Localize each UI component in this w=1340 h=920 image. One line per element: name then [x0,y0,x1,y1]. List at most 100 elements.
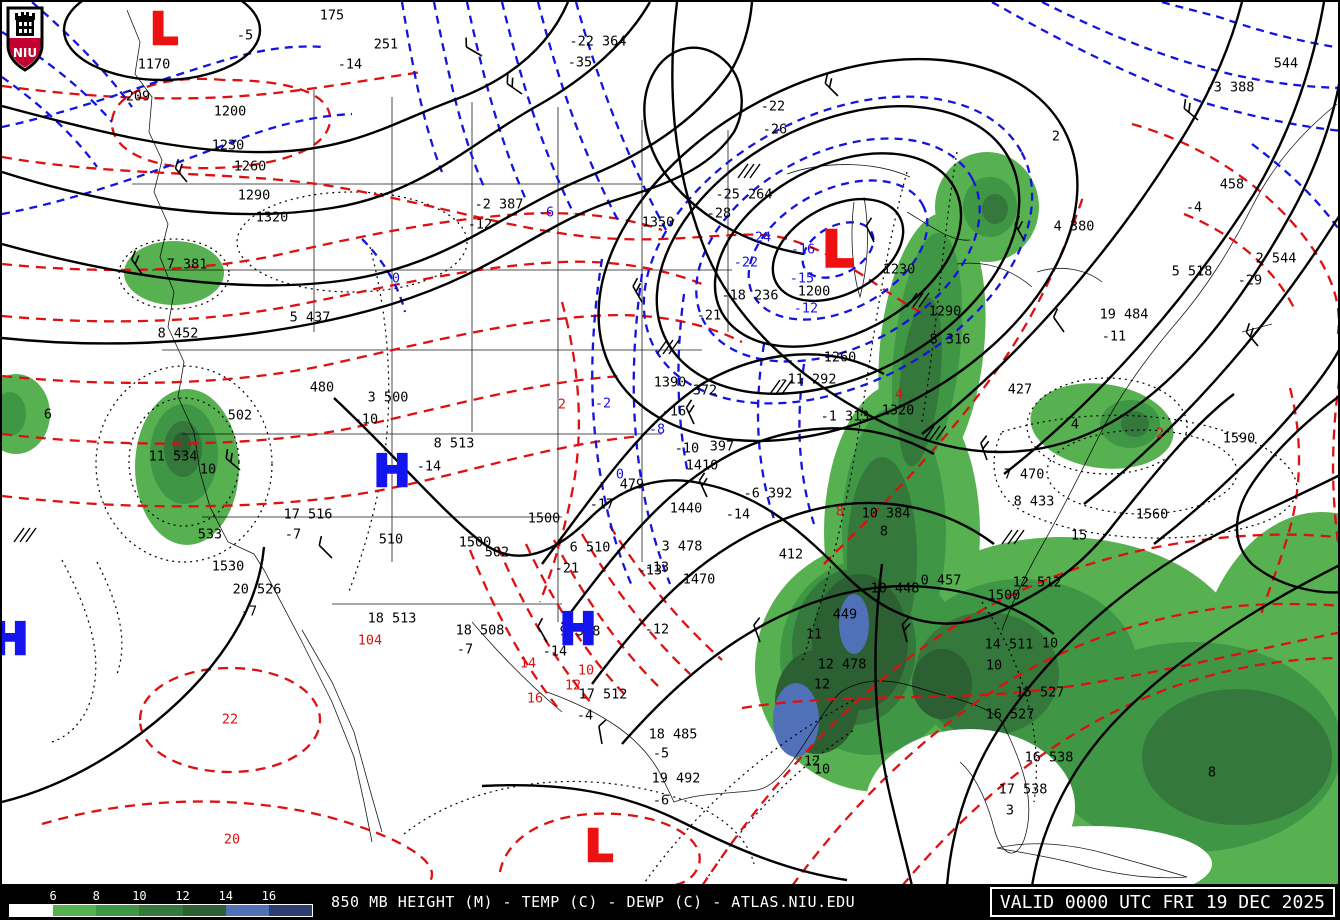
contour-label: 18 513 [367,610,417,627]
contour-label: 12 512 [1012,574,1062,591]
contour-label: 15 527 [1015,684,1065,701]
contour-label: 397 [709,438,735,455]
contour-label: 8 513 [433,435,475,452]
niu-shield-icon: NIU [6,6,44,72]
contour-label: 10 448 [870,580,920,597]
contour-label: -25 264 [715,186,773,203]
contour-label: 1500 [987,587,1021,604]
pressure-center-L: L [821,220,855,279]
contour-label: 7 381 [166,256,208,273]
contour-label-layer: 175 -5 251 -14 1170 209 1200 1230 1260 1290 1320 -2… [2,2,1338,884]
contour-label: 11 [805,626,823,643]
contour-label: 3 [1005,802,1015,819]
contour-label: 16 538 [1024,749,1074,766]
contour-label: 1320 [255,209,289,226]
contour-map-svg [2,2,1338,884]
contour-label: 1260 [823,349,857,366]
contour-label: -22 364 [569,33,627,50]
legend-segment [139,905,183,916]
contour-label: 458 [1219,176,1245,193]
contour-label: 412 [778,546,804,563]
contour-label: 11 534 [148,448,198,465]
contour-label: 18 485 [648,726,698,743]
contour-label: -14 [542,643,568,660]
contour-label: -15 [789,270,815,287]
legend-segment [96,905,140,916]
contour-label: -13 [644,559,670,576]
legend-tick-label: 6 [49,889,57,903]
contour-label: -14 [416,458,442,475]
contour-label: -26 [762,121,788,138]
contour-label: 14 511 [984,636,1034,653]
contour-label: 4 [894,386,904,403]
contour-label: 17 512 [578,686,628,703]
contour-label: 209 [125,88,151,105]
niu-logo: NIU [6,6,44,72]
contour-label: -21 [554,560,580,577]
contour-label: 1500 [458,534,492,551]
contour-label: 251 [373,36,399,53]
contour-label: 20 [223,831,241,848]
contour-label: -13 [637,562,663,579]
contour-label: 15 [1070,527,1088,544]
valid-time-text: VALID 0000 UTC FRI 19 DEC 2025 [999,891,1325,913]
contour-label: 1200 [797,283,831,300]
legend-segment [10,905,54,916]
wind-barbs [13,37,1259,745]
contour-label: -6 [652,792,670,809]
contour-label: 12 478 [817,656,867,673]
contour-label: 1320 [881,402,915,419]
contour-label: 1470 [682,571,716,588]
contour-label: 1200 [213,103,247,120]
legend-segment [53,905,97,916]
contour-label: -24 [746,229,772,246]
legend-tick-label: 14 [218,889,233,903]
hatch-marks [13,163,1025,545]
contour-label: -5 [236,27,254,44]
contour-label: -12 [793,300,819,317]
niu-logo-text: NIU [13,46,37,60]
contour-label: 502 [227,407,253,424]
contour-label: -2 [594,395,612,412]
contour-label: 7 470 [1003,466,1045,483]
contour-label: 5 518 [1171,263,1213,280]
legend-segment [268,905,312,916]
contour-label: 533 [197,526,223,543]
contour-label: 3 478 [661,538,703,555]
contour-label: 8 [879,523,889,540]
contour-label: -12 [644,621,670,638]
contour-label: 16 527 [985,706,1035,723]
contour-label: 1590 [1222,430,1256,447]
dotted-contours [51,151,1298,884]
contour-label: -35 [567,54,593,71]
contour-label: 17 538 [998,781,1048,798]
map-caption: 850 MB HEIGHT (M) - TEMP (C) - DEWP (C) … [331,893,856,911]
contour-label: 1350 [641,214,675,231]
contour-label: 20 526 [232,581,282,598]
contour-label: 1440 [669,500,703,517]
contour-label: 10 [577,662,595,679]
contour-label: 1390 [653,374,687,391]
contour-label: -11 [1101,328,1127,345]
contour-label: 0 [615,466,625,483]
contour-label: 1230 [211,137,245,154]
contour-label: -6 [537,204,555,221]
contour-label: 1290 [237,187,271,204]
contour-label: -2 387 [474,196,524,213]
contour-label: -7 [284,526,302,543]
contour-label: -14 [337,56,363,73]
contour-label: 17 516 [283,506,333,523]
contour-label: 0 457 [920,572,962,589]
contour-label: 9 518 [559,623,601,640]
legend-tick-label: 8 [92,889,100,903]
contour-label: 175 [319,7,345,24]
contour-label: -3 388 [1205,79,1255,96]
contour-label: 1170 [137,56,171,73]
contour-label: 104 [357,632,383,649]
contour-label: 19 484 [1099,306,1149,323]
contour-label: 8 316 [929,331,971,348]
pressure-center-L: L [149,3,180,55]
contour-label: 1290 [928,303,962,320]
contour-label: 0 [391,270,401,287]
